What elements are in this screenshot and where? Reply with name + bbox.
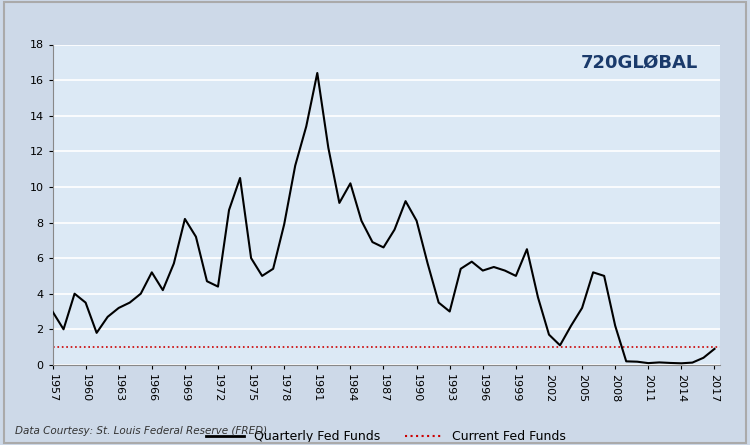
Legend: Quarterly Fed Funds, Current Fed Funds: Quarterly Fed Funds, Current Fed Funds: [201, 425, 572, 445]
Text: 720GLØBAL: 720GLØBAL: [580, 53, 698, 71]
Text: Data Courtesy: St. Louis Federal Reserve (FRED): Data Courtesy: St. Louis Federal Reserve…: [15, 426, 267, 436]
